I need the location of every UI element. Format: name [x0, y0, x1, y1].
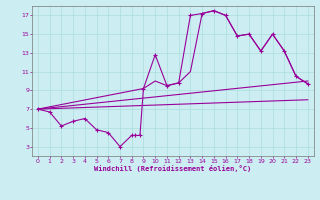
X-axis label: Windchill (Refroidissement éolien,°C): Windchill (Refroidissement éolien,°C)	[94, 165, 252, 172]
